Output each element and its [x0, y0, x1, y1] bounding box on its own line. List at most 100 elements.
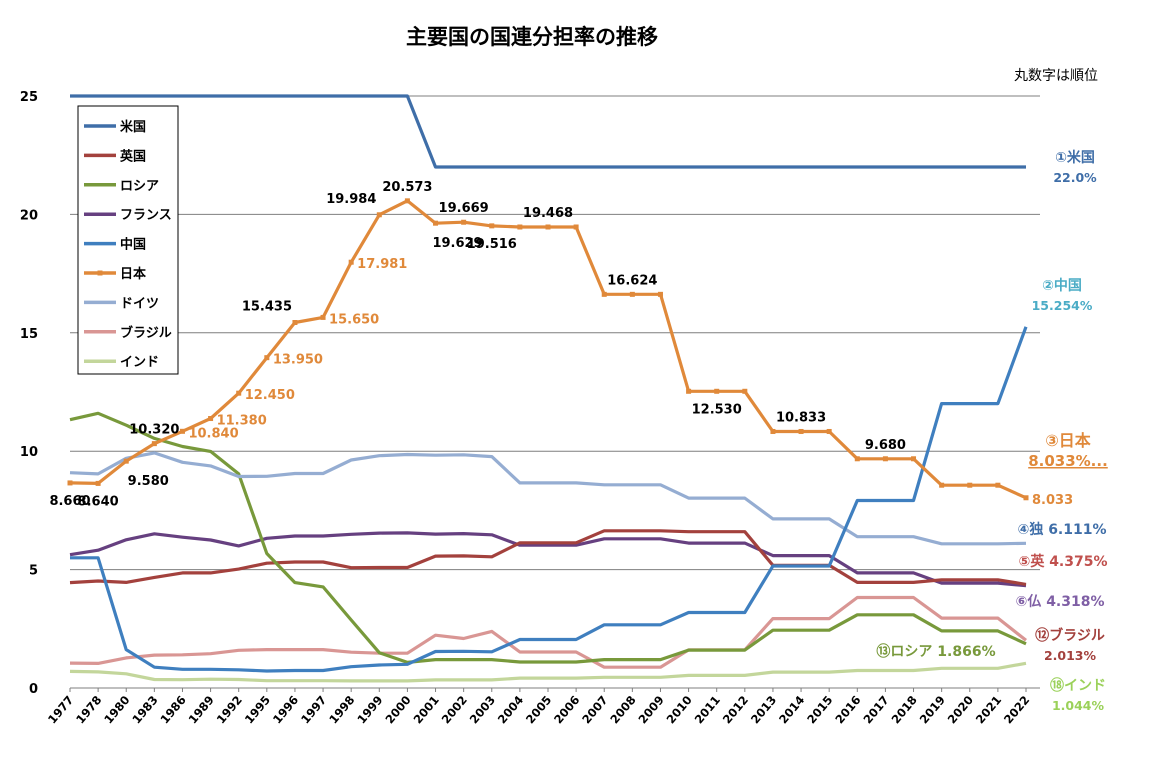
series-line-fr [69, 531, 1027, 588]
y-tick-label: 25 [20, 90, 38, 105]
y-tick-label: 10 [20, 445, 38, 460]
japan-marker [517, 224, 523, 230]
japan-marker [320, 314, 326, 320]
data-label: 19.984 [326, 192, 376, 207]
series-line-uk [69, 529, 1027, 586]
japan-marker [770, 428, 776, 434]
end-label-fr: ⑥仏 4.318% [1015, 594, 1104, 610]
japan-marker [742, 388, 748, 394]
data-label: 19.629 [432, 236, 482, 251]
japan-marker [995, 482, 1001, 488]
y-tick-label: 20 [20, 208, 38, 223]
y-tick-label: 0 [29, 682, 38, 697]
chart-title: 主要国の国連分担率の推移 [406, 25, 658, 49]
legend-label-ru: ロシア [120, 179, 159, 194]
legend-box [77, 105, 179, 375]
japan-marker [67, 480, 73, 486]
data-label: 20.573 [382, 180, 432, 195]
data-label: 19.669 [439, 201, 489, 216]
japan-marker [236, 390, 242, 396]
japan-marker [208, 416, 214, 422]
data-label: 10.840 [188, 426, 238, 441]
japan-marker [686, 388, 692, 394]
y-axis-ticks: 0 5 10 15 20 25 [20, 90, 38, 697]
data-label: 15.435 [242, 299, 292, 314]
japan-marker [629, 291, 635, 297]
end-label-de: ④独 6.111% [1017, 521, 1106, 538]
chart-note: 丸数字は順位 [1014, 68, 1098, 84]
data-label: 8.660 [49, 494, 90, 509]
y-tick-label: 5 [29, 564, 38, 579]
series-line-cn [70, 326, 1028, 673]
legend-label-jp: 日本 [120, 266, 146, 282]
japan-marker [404, 198, 410, 204]
japan-marker [657, 291, 663, 297]
end-label-value-jp: 8.033%... [1028, 452, 1108, 470]
japan-marker [292, 319, 298, 325]
end-label-value-br: 2.013% [1044, 648, 1097, 663]
japan-marker [573, 224, 579, 230]
japan-marker [911, 456, 917, 462]
japan-marker [151, 441, 157, 447]
legend-label-br: ブラジル [120, 325, 172, 341]
series-line-us [70, 94, 1026, 169]
series-line-ru [69, 411, 1027, 665]
end-label-uk: ⑤英 4.375% [1018, 553, 1107, 570]
end-label-jp: ③日本 [1045, 431, 1091, 450]
data-label: 13.950 [273, 353, 323, 368]
end-label-ru: ⑬ロシア 1.866% [876, 643, 995, 660]
japan-marker [1023, 495, 1029, 501]
data-label: 10.320 [129, 423, 179, 438]
data-label: 12.450 [245, 388, 295, 403]
data-label: 9.580 [128, 474, 169, 489]
legend-label-de: ドイツ [120, 296, 159, 311]
japan-marker [798, 428, 804, 434]
japan-marker [854, 456, 860, 462]
end-label-cn: ②中国 [1042, 277, 1082, 294]
japan-marker [348, 259, 354, 265]
japan-marker [179, 428, 185, 434]
legend-label-us: 米国 [120, 119, 146, 135]
legend-marker-jp [97, 270, 103, 276]
data-label: 10.833 [776, 410, 826, 425]
legend-label-cn: 中国 [120, 237, 146, 253]
japan-marker [826, 428, 832, 434]
end-label-br: ⑫ブラジル [1035, 627, 1105, 644]
japan-marker [123, 458, 129, 464]
end-label-us: ①米国 [1055, 149, 1095, 166]
japan-marker [264, 355, 270, 361]
end-label-value-in: 1.044% [1052, 698, 1105, 713]
legend-label-uk: 英国 [119, 148, 146, 164]
japan-marker [376, 212, 382, 218]
japan-marker [489, 223, 495, 229]
japan-marker [433, 220, 439, 226]
legend-label-fr: フランス [120, 208, 172, 223]
japan-marker [601, 291, 607, 297]
y-tick-label: 15 [20, 327, 38, 342]
data-label: 19.516 [467, 237, 517, 252]
japan-marker [545, 224, 551, 230]
japan-marker [882, 456, 888, 462]
end-label-value-us: 22.0% [1053, 170, 1097, 185]
end-label-value-cn: 15.254% [1032, 298, 1093, 313]
data-label: 12.530 [692, 402, 742, 417]
japan-marker [95, 480, 101, 486]
series-line-in [69, 661, 1027, 683]
series-line-de [69, 451, 1027, 546]
data-label: 9.680 [865, 438, 906, 453]
data-label: 15.650 [329, 312, 379, 327]
data-label: 8.033 [1032, 493, 1073, 508]
japan-marker [939, 482, 945, 488]
japan-markers [67, 198, 1029, 501]
data-label: 19.468 [523, 206, 573, 221]
japan-marker [461, 219, 467, 225]
legend-label-in: インド [120, 355, 159, 370]
series-line-br [69, 595, 1027, 669]
data-label: 8.640 [78, 494, 119, 509]
japan-marker [714, 388, 720, 394]
data-label: 17.981 [357, 257, 407, 272]
